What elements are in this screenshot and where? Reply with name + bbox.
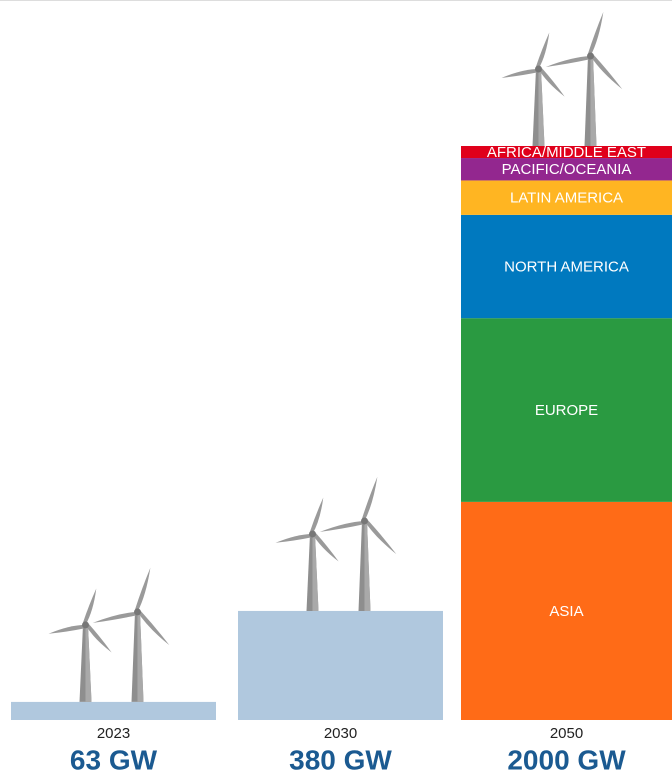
turbine-blade [545, 56, 591, 67]
stacked-bar [461, 146, 672, 720]
turbine-blade [590, 55, 623, 90]
bar-segment [461, 318, 672, 502]
x-tick-label: 2023 [97, 725, 130, 742]
turbine-blade [92, 611, 138, 623]
bar-segment [461, 214, 672, 319]
turbine [319, 476, 397, 611]
turbine-blade [538, 68, 565, 97]
turbine-tower-shade [590, 56, 597, 146]
turbine-blade [319, 520, 365, 532]
turbine-tower-shade [137, 611, 144, 702]
turbine-blade [275, 533, 313, 543]
bar [11, 701, 216, 720]
x-tick-label: 2030 [324, 725, 357, 742]
turbine-tower-shade [85, 624, 92, 702]
bar-segment [461, 146, 672, 159]
turbine-hub [361, 517, 368, 525]
turbine [501, 32, 565, 146]
turbine [275, 497, 339, 611]
turbine [48, 588, 112, 702]
value-label: 63 GW [70, 744, 158, 774]
turbine-blade [536, 32, 550, 69]
turbine-hub [309, 530, 316, 538]
turbine-tower-shade [312, 533, 319, 611]
segment-label: ASIA [549, 603, 583, 620]
turbine-hub [82, 621, 89, 629]
turbine-blade [310, 497, 324, 534]
value-label: 380 GW [289, 744, 392, 774]
bar-segment [461, 180, 672, 215]
turbine [545, 11, 623, 146]
turbine-hub [535, 65, 542, 73]
turbine-blade [362, 476, 378, 521]
turbine-hub [587, 52, 594, 60]
value-label: 2000 GW [507, 744, 626, 774]
segment-label: PACIFIC/OCEANIA [502, 161, 632, 178]
turbine-blade [85, 624, 112, 653]
bar-segment [461, 158, 672, 181]
bar [238, 610, 443, 720]
segment-label: LATIN AMERICA [510, 190, 623, 207]
turbine-blade [83, 588, 97, 625]
turbine-blade [364, 520, 397, 555]
segment-label: NORTH AMERICA [504, 259, 629, 276]
segment-label: EUROPE [535, 402, 598, 419]
turbine-blade [137, 611, 170, 646]
x-tick-label: 2050 [550, 725, 583, 742]
segment-label: AFRICA/MIDDLE EAST [487, 144, 646, 161]
turbine-blade [588, 11, 604, 56]
turbine-blade [312, 533, 339, 562]
turbine-blade [48, 624, 86, 634]
bar-segment [461, 501, 672, 720]
turbine-tower-shade [538, 69, 545, 146]
turbine-hub [134, 608, 141, 616]
turbine-tower-shade [364, 520, 371, 611]
turbine-blade [501, 69, 539, 78]
turbine-blade [135, 567, 151, 612]
turbine [92, 567, 170, 702]
